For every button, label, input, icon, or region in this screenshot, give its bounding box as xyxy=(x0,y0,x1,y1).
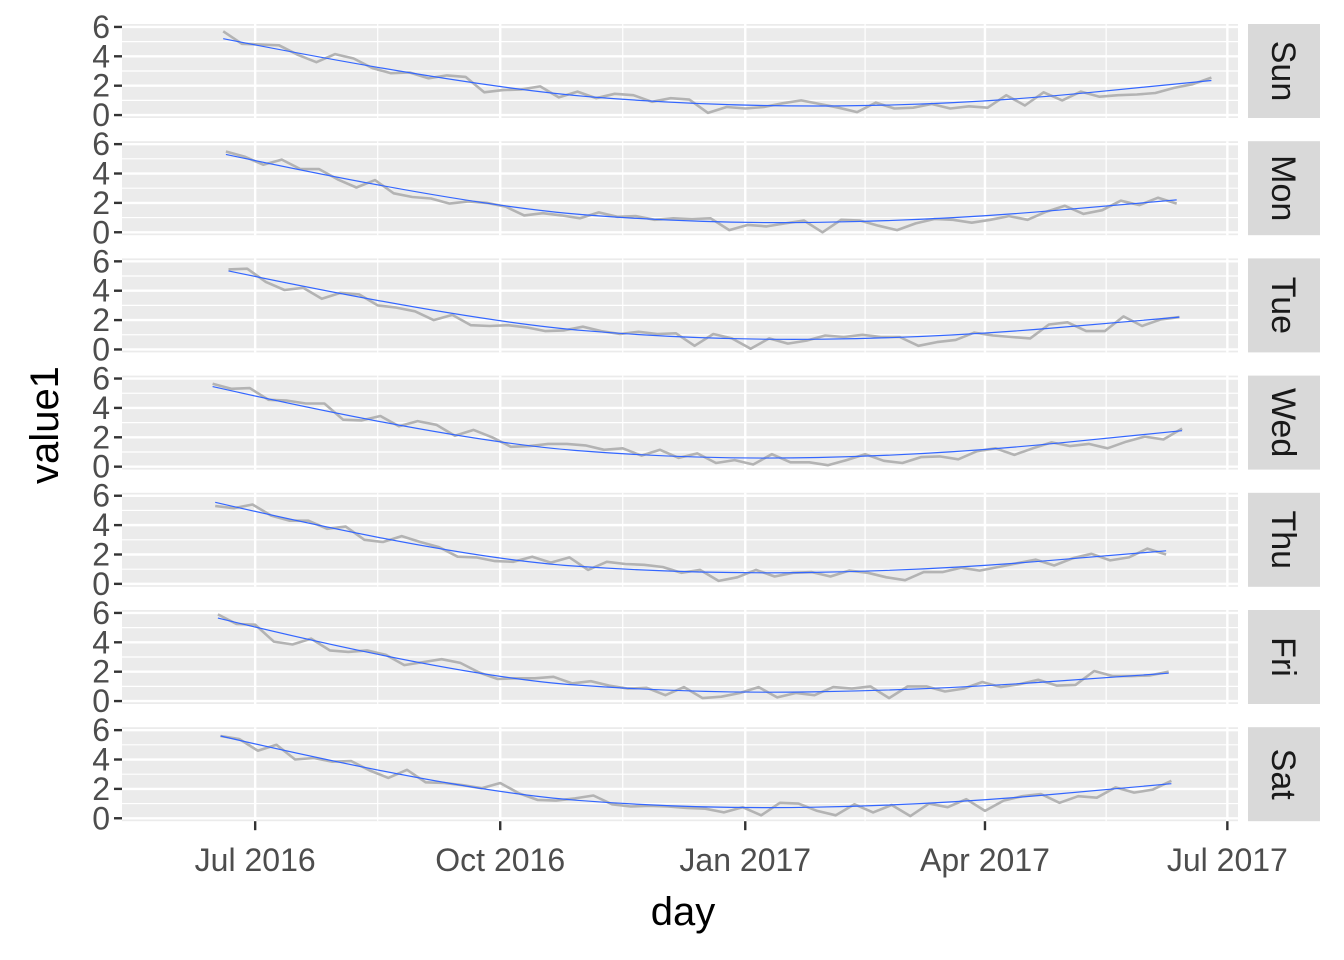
y-tick-label: 2 xyxy=(92,419,110,455)
y-tick-label: 0 xyxy=(92,449,110,485)
y-tick-label: 0 xyxy=(92,566,110,602)
facet-strip xyxy=(1248,375,1320,470)
y-tick-label: 2 xyxy=(92,185,110,221)
y-tick-label: 6 xyxy=(92,478,110,514)
y-tick-label: 6 xyxy=(92,243,110,279)
series-line-observed xyxy=(228,267,1180,351)
y-tick-label: 0 xyxy=(92,97,110,133)
facet-strip xyxy=(1248,610,1320,704)
series-line-observed xyxy=(217,613,1169,700)
y-tick-label: 0 xyxy=(92,683,110,719)
y-axis-title: value1 xyxy=(23,366,67,484)
x-tick-label: Jul 2016 xyxy=(195,842,316,878)
x-axis-title: day xyxy=(651,890,716,934)
facet-label: Tue xyxy=(1264,277,1302,334)
facet-strip xyxy=(1248,258,1320,353)
y-tick-label: 2 xyxy=(92,68,110,104)
y-tick-label: 2 xyxy=(92,771,110,807)
y-tick-label: 4 xyxy=(92,156,110,192)
series-line-smooth xyxy=(228,270,1180,340)
x-tick-label: Jul 2017 xyxy=(1167,842,1288,878)
y-tick-label: 0 xyxy=(92,800,110,836)
facet-strip xyxy=(1248,727,1320,822)
x-tick-label: Oct 2016 xyxy=(435,842,565,878)
x-tick-label: Jan 2017 xyxy=(679,842,811,878)
y-tick-label: 6 xyxy=(92,9,110,45)
series-line-smooth xyxy=(217,617,1169,693)
facet-strip xyxy=(1248,492,1320,587)
y-tick-label: 6 xyxy=(92,595,110,631)
facet-label: Mon xyxy=(1264,155,1302,221)
series-line-observed xyxy=(225,150,1178,234)
series-line-smooth xyxy=(223,38,1212,107)
series-line-observed xyxy=(222,30,1212,115)
y-tick-label: 4 xyxy=(92,38,110,74)
series-line-smooth xyxy=(215,501,1167,574)
y-tick-label: 6 xyxy=(92,126,110,162)
y-tick-label: 6 xyxy=(92,361,110,397)
y-tick-label: 0 xyxy=(92,214,110,250)
facet-strip xyxy=(1248,24,1320,118)
x-tick-label: Apr 2017 xyxy=(920,842,1050,878)
facet-label: Sat xyxy=(1264,749,1302,801)
series-line-smooth xyxy=(212,386,1183,459)
facet-label: Thu xyxy=(1264,511,1302,570)
facet-label: Wed xyxy=(1264,388,1302,457)
y-tick-label: 2 xyxy=(92,302,110,338)
y-tick-label: 4 xyxy=(92,742,110,778)
series-line-smooth xyxy=(220,735,1172,809)
facet-strip xyxy=(1248,141,1320,236)
series-line-observed xyxy=(212,382,1183,467)
y-tick-label: 6 xyxy=(92,712,110,748)
facet-panels: 0246Sun0246Mon0246Tue0246Wed0246Thu0246F… xyxy=(92,9,1320,836)
y-tick-label: 4 xyxy=(92,273,110,309)
y-tick-label: 4 xyxy=(92,624,110,660)
y-tick-label: 2 xyxy=(92,536,110,572)
series-line-smooth xyxy=(225,153,1177,224)
y-tick-label: 2 xyxy=(92,654,110,690)
y-tick-label: 4 xyxy=(92,507,110,543)
y-tick-label: 4 xyxy=(92,390,110,426)
facet-label: Sun xyxy=(1264,41,1302,102)
series-line-observed xyxy=(220,734,1172,818)
x-axis: Jul 2016 Oct 2016 Jan 2017 Apr 2017 Jul 2017 xyxy=(195,821,1288,878)
y-tick-label: 0 xyxy=(92,331,110,367)
facet-label: Fri xyxy=(1264,637,1302,677)
